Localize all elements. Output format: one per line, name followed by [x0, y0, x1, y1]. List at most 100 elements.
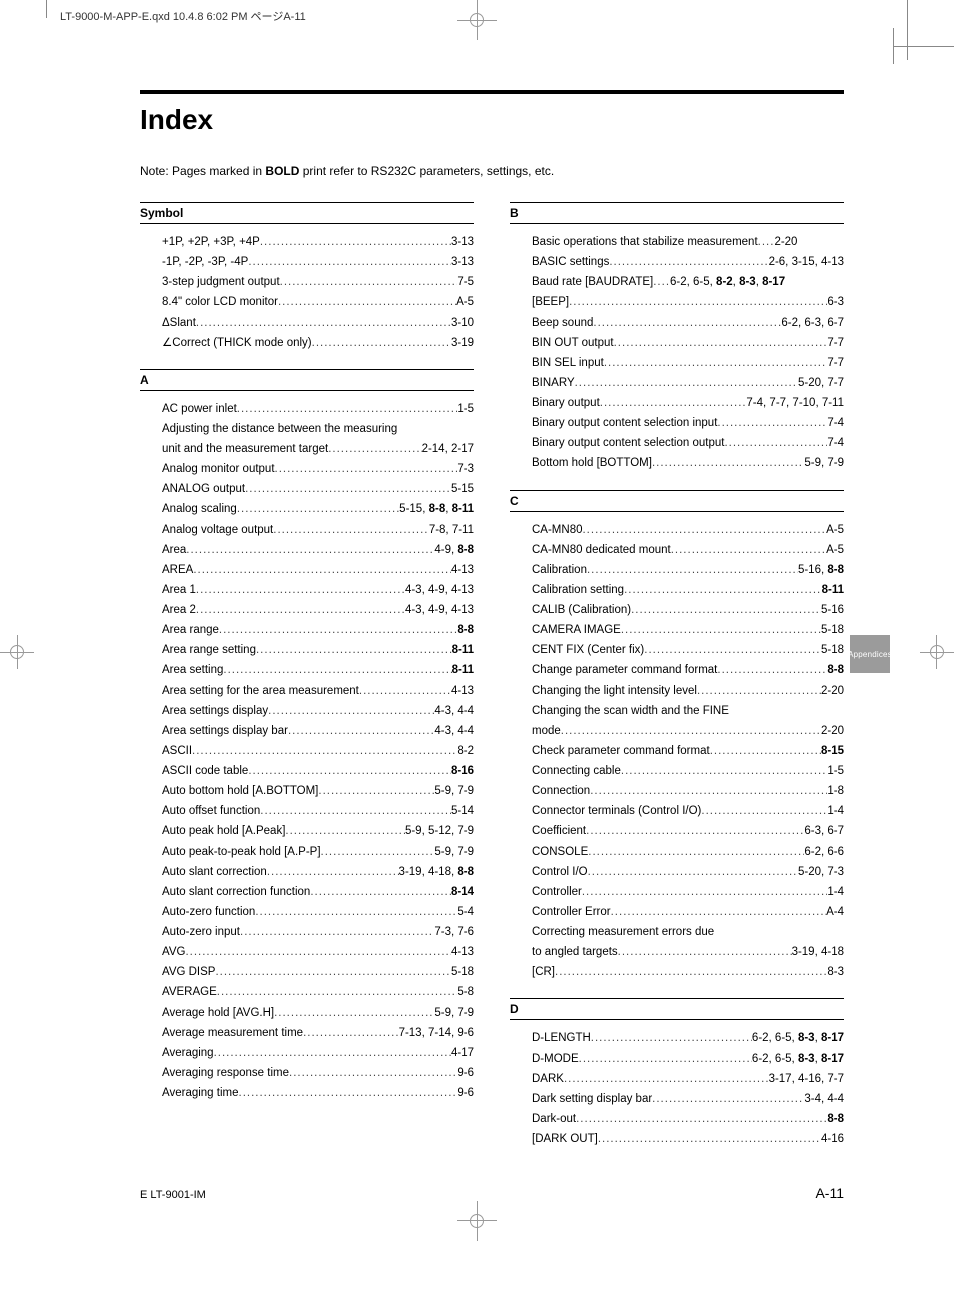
- leader-dots: ........................................…: [701, 801, 827, 821]
- leader-dots: ........................................…: [196, 600, 405, 620]
- index-page-ref: 5-9, 7-9: [434, 1003, 474, 1023]
- leader-dots: ........................................…: [591, 1028, 752, 1048]
- leader-dots: ........................................…: [587, 560, 798, 580]
- index-term: ∠Correct (THICK mode only): [162, 333, 312, 353]
- index-entry: unit and the measurement target.........…: [162, 439, 474, 459]
- index-page-ref: 2-6, 3-15, 4-13: [769, 252, 844, 272]
- index-term: Changing the light intensity level: [532, 681, 697, 701]
- index-entry: D-MODE..................................…: [532, 1049, 844, 1069]
- index-entry: CONSOLE.................................…: [532, 842, 844, 862]
- leader-dots: ........................................…: [575, 373, 798, 393]
- index-page-ref: 1-5: [457, 399, 474, 419]
- leader-dots: ........................................…: [280, 272, 458, 292]
- index-term: Controller Error: [532, 902, 611, 922]
- index-section-entries: Basic operations that stabilize measurem…: [510, 232, 844, 474]
- index-term: Area settings display bar: [162, 721, 288, 741]
- leader-dots: ........................................…: [604, 353, 828, 373]
- index-term: Auto slant correction function: [162, 882, 310, 902]
- index-entry: Binary output content selection output..…: [532, 433, 844, 453]
- index-entry: AREA....................................…: [162, 560, 474, 580]
- index-page-ref: 5-4: [457, 902, 474, 922]
- index-term: BIN OUT output: [532, 333, 614, 353]
- leader-dots: ........................................…: [576, 1109, 827, 1129]
- index-page-ref: 8-2: [457, 741, 474, 761]
- leader-dots: ........................................…: [582, 882, 828, 902]
- leader-dots: ........................................…: [186, 540, 434, 560]
- index-term: Analog voltage output: [162, 520, 273, 540]
- leader-dots: ........................................…: [214, 1043, 451, 1063]
- leader-dots: ........................................…: [273, 520, 429, 540]
- index-page-ref: 2-14, 2-17: [422, 439, 474, 459]
- index-page-ref: 3-19, 4-18: [792, 942, 844, 962]
- index-term: [DARK OUT]: [532, 1129, 598, 1149]
- index-note: Note: Pages marked in BOLD print refer t…: [140, 164, 844, 178]
- leader-dots: ........................................…: [217, 982, 458, 1002]
- index-term: Area 2: [162, 600, 196, 620]
- index-entry: D-LENGTH................................…: [532, 1028, 844, 1048]
- leader-dots: ........................................…: [245, 479, 451, 499]
- index-term: Average hold [AVG.H]: [162, 1003, 274, 1023]
- leader-dots: ........................................…: [321, 842, 435, 862]
- index-page-ref: 6-2, 6-5, 8-3, 8-17: [752, 1049, 844, 1069]
- index-section-head: C: [510, 490, 844, 512]
- leader-dots: ........................................…: [359, 681, 451, 701]
- index-entry-continuation: Adjusting the distance between the measu…: [162, 419, 474, 439]
- leader-dots: ........................................…: [310, 882, 451, 902]
- index-entry: CAMERA IMAGE............................…: [532, 620, 844, 640]
- index-term: 8.4" color LCD monitor: [162, 292, 278, 312]
- leader-dots: ........................................…: [196, 580, 405, 600]
- index-entry: Analog voltage output...................…: [162, 520, 474, 540]
- index-entry: +1P, +2P, +3P, +4P......................…: [162, 232, 474, 252]
- leader-dots: ........................................…: [621, 761, 828, 781]
- index-page-ref: 3-17, 4-16, 7-7: [769, 1069, 844, 1089]
- index-page-ref: 7-5: [457, 272, 474, 292]
- index-entry: Calibration.............................…: [532, 560, 844, 580]
- leader-dots: ........................................…: [697, 681, 821, 701]
- index-page-ref: 5-8: [457, 982, 474, 1002]
- index-entry: -1P, -2P, -3P, -4P......................…: [162, 252, 474, 272]
- index-term: Coefficient: [532, 821, 586, 841]
- index-term: Auto-zero input: [162, 922, 240, 942]
- index-term: D-MODE: [532, 1049, 579, 1069]
- leader-dots: ........................................…: [278, 292, 456, 312]
- note-bold: BOLD: [265, 164, 299, 178]
- leader-dots: ........................................…: [289, 1063, 457, 1083]
- index-term: Calibration setting: [532, 580, 624, 600]
- index-term: Check parameter command format: [532, 741, 710, 761]
- index-term: 3-step judgment output: [162, 272, 280, 292]
- index-page-ref: 4-16: [821, 1129, 844, 1149]
- index-term: AVG: [162, 942, 185, 962]
- page-title: Index: [140, 104, 844, 136]
- index-entry: Area settings display...................…: [162, 701, 474, 721]
- leader-dots: ........................................…: [671, 540, 826, 560]
- index-entry: Averaging time..........................…: [162, 1083, 474, 1103]
- index-entry: ASCII code table........................…: [162, 761, 474, 781]
- index-entry: Coefficient.............................…: [532, 821, 844, 841]
- index-entry: AVG.....................................…: [162, 942, 474, 962]
- leader-dots: ........................................…: [624, 580, 822, 600]
- leader-dots: ........................................…: [717, 660, 827, 680]
- leader-dots: ........................................…: [579, 1049, 752, 1069]
- index-page-ref: 5-16: [821, 600, 844, 620]
- index-page-ref: 5-9, 7-9: [804, 453, 844, 473]
- leader-dots: ........................................…: [631, 600, 821, 620]
- index-term: Connector terminals (Control I/O): [532, 801, 701, 821]
- index-term: Auto offset function: [162, 801, 260, 821]
- leader-dots: ........................................…: [275, 459, 458, 479]
- index-term: Analog scaling: [162, 499, 237, 519]
- index-page-ref: 9-6: [457, 1063, 474, 1083]
- index-term: AREA: [162, 560, 193, 580]
- index-page-ref: 5-14: [451, 801, 474, 821]
- index-entry: Changing the light intensity level......…: [532, 681, 844, 701]
- index-term: Area setting for the area measurement: [162, 681, 359, 701]
- index-page-ref: A-4: [826, 902, 844, 922]
- leader-dots: ........................................…: [652, 453, 804, 473]
- index-term: CENT FIX (Center fix): [532, 640, 644, 660]
- leader-dots: ....: [653, 272, 670, 292]
- right-column: BBasic operations that stabilize measure…: [510, 202, 844, 1149]
- index-term: BINARY: [532, 373, 575, 393]
- index-term: Dark-out: [532, 1109, 576, 1129]
- index-page-ref: 8-8: [827, 660, 844, 680]
- index-page-ref: 5-18: [451, 962, 474, 982]
- leader-dots: ........................................…: [590, 781, 827, 801]
